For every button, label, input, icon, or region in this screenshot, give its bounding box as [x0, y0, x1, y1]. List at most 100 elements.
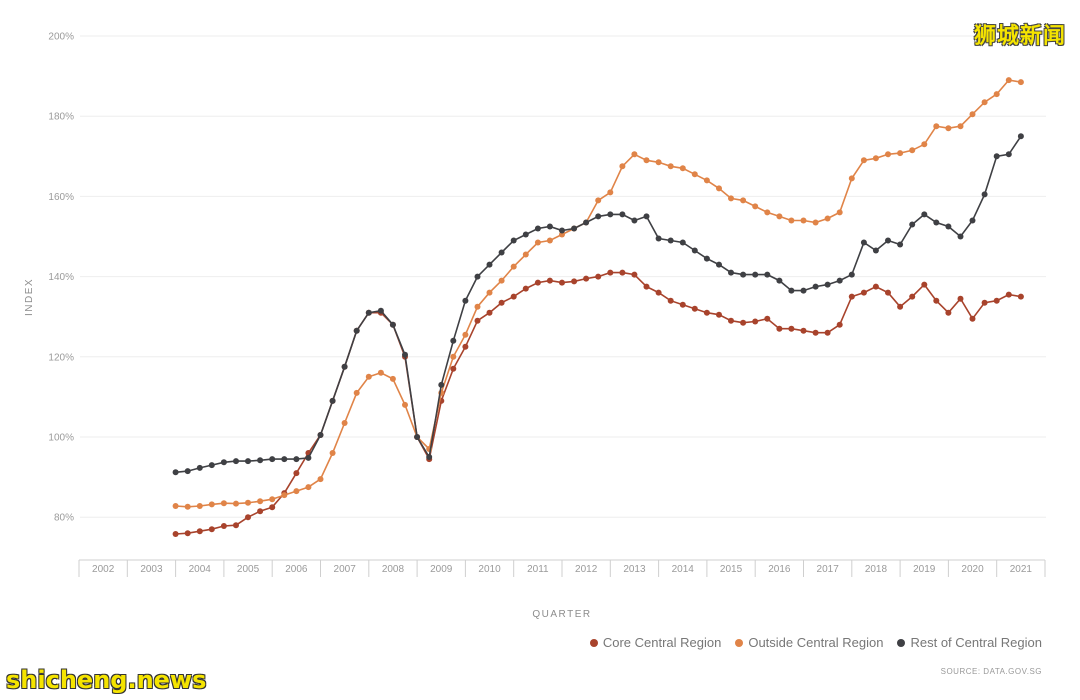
grid-lines	[80, 35, 1046, 518]
data-point	[462, 331, 469, 338]
y-tick-label: 80%	[54, 513, 74, 524]
data-point	[993, 91, 1000, 98]
legend-swatch	[897, 638, 906, 647]
data-point	[703, 255, 710, 262]
data-point	[220, 459, 227, 466]
data-point	[534, 279, 541, 286]
data-point	[945, 223, 952, 230]
data-point	[583, 219, 590, 226]
data-point	[208, 526, 215, 533]
data-point	[208, 462, 215, 469]
data-point	[800, 287, 807, 294]
data-point	[233, 458, 239, 465]
data-point	[245, 499, 251, 506]
data-point	[305, 454, 312, 461]
legend-swatch	[735, 638, 744, 647]
data-point	[220, 500, 227, 507]
data-point	[365, 309, 372, 316]
data-point	[522, 285, 529, 292]
series-outside-central-region	[172, 77, 1024, 510]
data-point	[824, 281, 831, 288]
data-point	[546, 223, 553, 230]
data-point	[257, 457, 264, 464]
data-point	[969, 111, 976, 118]
data-point	[752, 271, 759, 278]
data-point	[969, 217, 976, 224]
series-rest-of-central-region	[172, 133, 1024, 476]
x-axis: 2002 2003 2004 2005 2006 2007 2008 2009 2010 2011…	[78, 559, 1046, 577]
y-axis-title: INDEX	[24, 278, 35, 316]
data-point	[752, 318, 759, 325]
data-point	[764, 271, 771, 278]
data-point	[233, 522, 239, 529]
series-line	[175, 135, 1022, 474]
data-point	[667, 237, 674, 244]
data-point	[438, 381, 445, 388]
data-point	[450, 337, 457, 344]
data-point	[607, 211, 614, 218]
data-point	[1017, 293, 1024, 300]
data-point	[341, 363, 348, 370]
data-point	[462, 297, 469, 304]
data-point	[172, 469, 179, 476]
data-point	[667, 163, 674, 170]
data-point	[897, 303, 904, 310]
x-tick-label: 2003	[140, 564, 163, 575]
data-point	[619, 211, 626, 218]
data-point	[269, 504, 276, 511]
data-point	[993, 297, 1000, 304]
data-point	[860, 239, 867, 246]
data-point	[643, 157, 650, 164]
data-point	[414, 434, 421, 440]
data-point	[716, 261, 722, 268]
data-point	[691, 305, 698, 312]
data-point	[933, 123, 940, 130]
data-point	[245, 458, 251, 465]
data-point	[559, 279, 565, 286]
data-point	[196, 528, 203, 535]
y-tick-label: 100%	[48, 433, 74, 444]
data-point	[728, 317, 734, 324]
legend-swatch	[589, 638, 598, 647]
data-point	[293, 456, 300, 463]
legend: Core Central Region Outside Central Regio…	[589, 635, 1042, 650]
data-point	[184, 530, 191, 537]
data-point	[872, 247, 879, 254]
data-point	[571, 225, 578, 232]
data-point	[1005, 77, 1012, 84]
data-point	[269, 496, 276, 503]
data-point	[595, 213, 602, 220]
data-point	[474, 303, 481, 310]
data-point	[522, 251, 529, 258]
data-point	[909, 147, 916, 154]
data-point	[377, 307, 384, 314]
data-point	[933, 297, 940, 304]
data-point	[957, 295, 964, 302]
legend-label: Core Central Region	[602, 635, 722, 650]
data-point	[172, 531, 179, 537]
data-point	[872, 155, 879, 162]
data-point	[740, 319, 747, 326]
data-point	[402, 401, 408, 408]
data-point	[317, 476, 324, 483]
x-tick-label: 2008	[382, 564, 405, 575]
data-point	[486, 309, 493, 316]
data-point	[498, 249, 505, 256]
data-point	[993, 153, 1000, 160]
data-point	[196, 464, 203, 471]
y-tick-label: 160%	[48, 192, 74, 203]
data-point	[643, 283, 650, 290]
data-point	[510, 293, 517, 300]
x-tick-label: 2010	[478, 564, 501, 575]
data-point	[184, 503, 191, 510]
data-point	[897, 150, 904, 157]
data-point	[607, 189, 614, 196]
x-tick-label: 2009	[430, 564, 453, 575]
x-tick-label: 2015	[720, 564, 743, 575]
data-point	[728, 269, 734, 276]
x-tick-label: 2018	[865, 564, 888, 575]
data-point	[522, 231, 529, 238]
watermark-bottom-left: shicheng.news	[6, 666, 207, 694]
data-point	[546, 237, 553, 244]
